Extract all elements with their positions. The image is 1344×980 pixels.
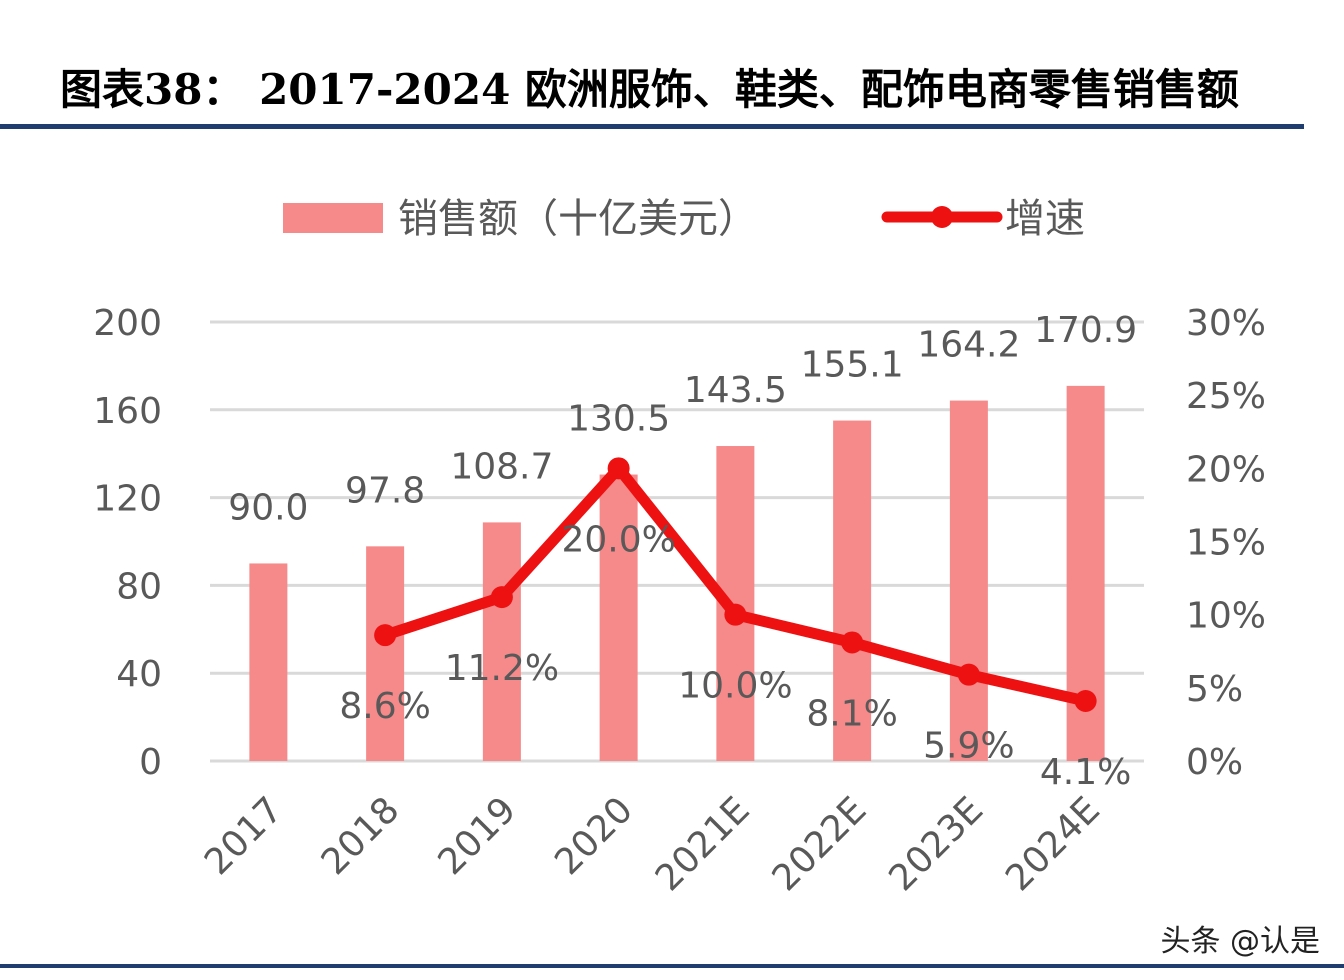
y-right-tick-label: 10%	[1186, 596, 1266, 637]
x-tick-label: 2020	[547, 789, 641, 883]
y-right-tick-label: 20%	[1186, 449, 1266, 490]
y-left-tick-label: 40	[116, 654, 162, 695]
growth-point	[724, 603, 747, 626]
line-series: 8.6% 11.2% 20.0% 10.0% 8.1% 5.9% 4.1%	[339, 457, 1131, 793]
legend-bar-label: 销售额（十亿美元）	[398, 196, 758, 242]
growth-data-label: 20.0%	[561, 519, 675, 560]
y-left-tick-label: 160	[93, 391, 162, 432]
bar	[366, 546, 405, 761]
growth-data-label: 10.0%	[678, 666, 792, 707]
bar-data-label: 90.0	[228, 487, 308, 528]
growth-point	[957, 663, 980, 686]
bar	[249, 563, 288, 761]
bar	[833, 420, 872, 761]
legend: 销售额（十亿美元） 增速	[283, 196, 1085, 242]
bar-series: 90.0 97.8 108.7 130.5 143.5 155.1 164.2 170.9	[228, 310, 1137, 761]
bar-data-label: 155.1	[801, 345, 904, 386]
growth-data-label: 8.1%	[806, 693, 897, 734]
y-right-tick-label: 30%	[1186, 303, 1266, 344]
grid	[210, 320, 1144, 763]
chart-title: 图表38： 2017-2024 欧洲服饰、鞋类、配饰电商零售销售额	[60, 65, 1239, 114]
bar-data-label: 97.8	[345, 470, 425, 511]
legend-line-label: 增速	[1005, 196, 1085, 242]
bar	[949, 400, 988, 761]
growth-point	[490, 586, 513, 609]
y-left-tick-label: 0	[139, 742, 162, 783]
growth-point	[1074, 690, 1097, 713]
bar-data-label: 170.9	[1034, 310, 1137, 351]
y-axis-left: 0 40 80 120 160 200	[93, 303, 162, 783]
y-axis-right: 0% 5% 10% 15% 20% 25% 30%	[1186, 303, 1266, 783]
growth-point	[841, 631, 864, 654]
y-left-tick-label: 200	[93, 303, 162, 344]
bar-data-label: 164.2	[917, 325, 1020, 366]
y-right-tick-label: 15%	[1186, 523, 1266, 564]
x-tick-label: 2022E	[765, 789, 875, 899]
x-tick-label: 2019	[430, 789, 524, 883]
bar	[482, 522, 521, 761]
legend-bar-swatch	[283, 203, 383, 233]
growth-data-label: 11.2%	[445, 648, 559, 689]
growth-data-label: 4.1%	[1040, 752, 1131, 793]
growth-point	[607, 457, 630, 480]
x-tick-label: 2017	[197, 789, 291, 883]
y-left-tick-label: 80	[116, 566, 162, 607]
y-right-tick-label: 25%	[1186, 376, 1266, 417]
x-axis: 2017 2018 2019 2020 2021E 2022E 2023E 2024E	[197, 789, 1108, 899]
growth-data-label: 5.9%	[923, 726, 1014, 767]
x-tick-label: 2023E	[881, 789, 991, 899]
bar-data-label: 143.5	[684, 370, 787, 411]
watermark: 头条 @认是	[1160, 924, 1320, 959]
y-left-tick-label: 120	[93, 479, 162, 520]
x-tick-label: 2024E	[998, 789, 1108, 899]
x-tick-label: 2018	[314, 789, 408, 883]
bar-data-label: 130.5	[567, 399, 670, 440]
growth-data-label: 8.6%	[339, 686, 430, 727]
y-right-tick-label: 0%	[1186, 742, 1243, 783]
growth-point	[374, 624, 397, 647]
y-right-tick-label: 5%	[1186, 669, 1243, 710]
legend-line-marker	[931, 206, 953, 228]
footer-rule	[0, 964, 1344, 968]
x-tick-label: 2021E	[648, 789, 758, 899]
title-rule	[0, 124, 1304, 129]
bar-data-label: 108.7	[450, 446, 553, 487]
bar	[599, 474, 638, 761]
